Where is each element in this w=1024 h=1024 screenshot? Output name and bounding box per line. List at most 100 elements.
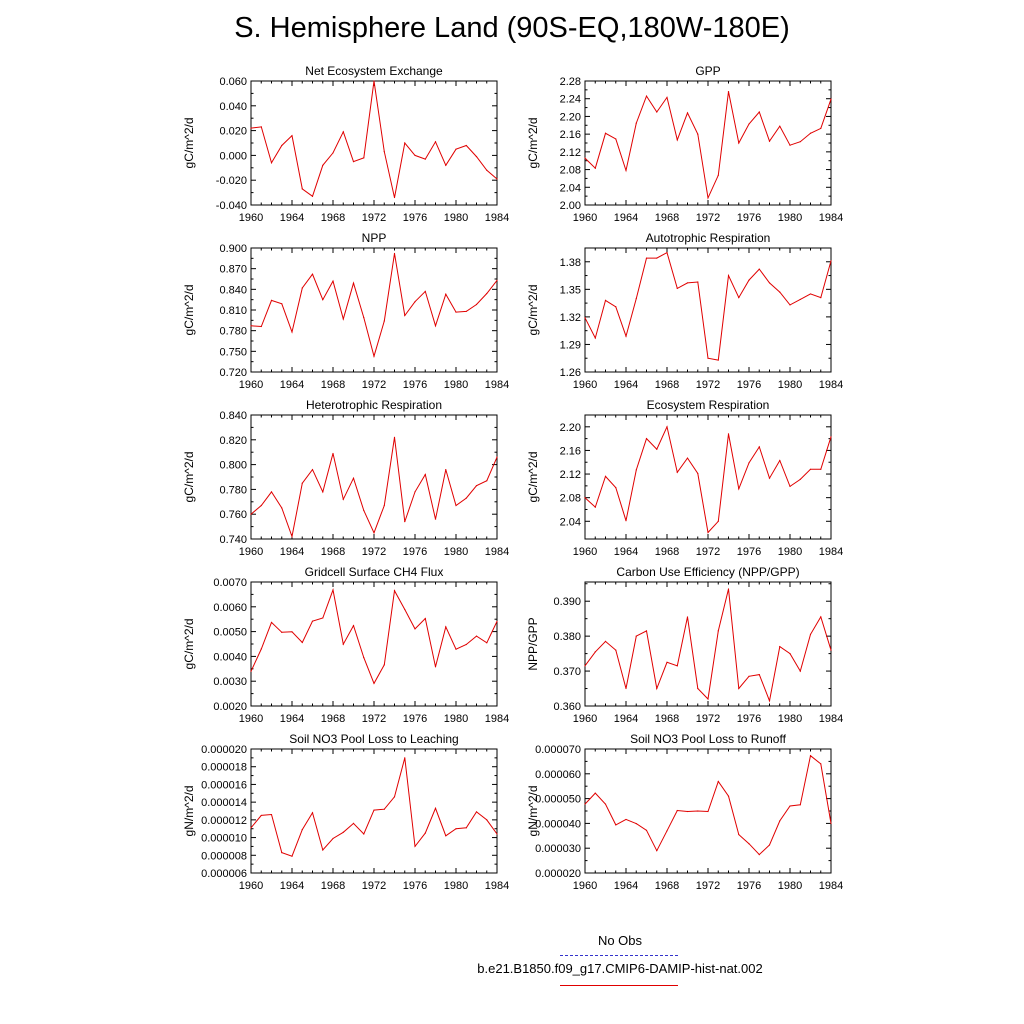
- panel-4-data-point: [758, 268, 760, 270]
- panel-6-data-point: [748, 462, 750, 464]
- panel-5-ytick-label: 0.840: [219, 410, 247, 422]
- panel-9-data-point: [270, 813, 273, 816]
- panel-6-data-point: [707, 531, 709, 534]
- panel-10-ytick-label: 0.000020: [535, 868, 581, 880]
- panel-8-data-point: [686, 616, 689, 618]
- panel-7-xtick-label: 1976: [403, 713, 427, 725]
- panel-10-ytick-label: 0.000060: [535, 769, 581, 781]
- panel-5-data-point: [281, 507, 283, 509]
- panel-7-title: Gridcell Surface CH4 Flux: [305, 565, 444, 579]
- panel-2-data-point: [748, 123, 750, 125]
- panel-1-data-point: [291, 134, 293, 137]
- panel-9-data-point: [311, 812, 314, 814]
- panel-9-data-point: [465, 827, 467, 829]
- page-title: S. Hemisphere Land (90S-EQ,180W-180E): [234, 12, 790, 44]
- panel-5-data-point: [301, 482, 303, 484]
- panel-3-data-point: [322, 299, 324, 301]
- panel-8-xtick-label: 1972: [696, 713, 720, 725]
- panel-6-ylabel: gC/m^2/d: [526, 452, 540, 503]
- panel-7-data-point: [404, 608, 406, 611]
- panel-9-data-point: [250, 827, 252, 829]
- panel-4-ytick-label: 1.29: [560, 339, 581, 351]
- panel-10-data-point: [707, 810, 709, 813]
- panel-8-data-point: [594, 651, 596, 653]
- panel-8-data-point: [820, 616, 822, 618]
- panel-4-ytick-label: 1.32: [560, 312, 581, 324]
- panel-9-xtick-label: 1972: [362, 880, 386, 892]
- panel-8-ylabel: NPP/GPP: [526, 617, 540, 670]
- panel-9-ytick-label: 0.000016: [201, 779, 247, 791]
- panel-4-data-point: [584, 317, 586, 319]
- panel-2-data-point: [697, 133, 699, 135]
- panel-4-data-point: [707, 357, 709, 359]
- panel-2-data-point: [666, 96, 668, 98]
- panel-8-ytick-label: 0.370: [553, 666, 581, 678]
- panel-3-data-point: [260, 325, 262, 328]
- panel-8-data-point: [748, 675, 750, 677]
- panel-6-data-point: [676, 471, 678, 473]
- panel-4-xtick-label: 1972: [696, 379, 720, 391]
- panel-5-xtick-label: 1968: [321, 546, 345, 558]
- panel-9-data-point: [455, 828, 457, 830]
- panel-3-data-point: [342, 318, 344, 320]
- panel-2-xtick-label: 1964: [614, 212, 638, 224]
- panel-1-data-point: [332, 152, 334, 154]
- panel-1-data-point: [250, 127, 252, 129]
- panel-3-data-point: [301, 287, 303, 289]
- panel-3-data-point: [455, 311, 457, 313]
- panel-4-data-point: [820, 297, 822, 299]
- panel-1-data-point: [475, 156, 478, 158]
- panel-2-data-point: [707, 197, 709, 199]
- panel-4-data-point: [645, 257, 648, 259]
- panel-3-data-point: [363, 316, 365, 319]
- panel-9-series-line: [250, 757, 498, 857]
- panel-9-data-point: [393, 796, 396, 798]
- panel-7-xtick-label: 1964: [280, 713, 304, 725]
- panel-4-series-line: [584, 251, 832, 361]
- panel-5-ylabel: gC/m^2/d: [182, 452, 196, 503]
- panel-1-data-point: [363, 157, 365, 159]
- panel-8-xtick-label: 1968: [655, 713, 679, 725]
- panel-3-xtick-label: 1984: [485, 379, 509, 391]
- panel-1-data-point: [393, 196, 396, 199]
- panel-3-xtick-label: 1968: [321, 379, 345, 391]
- panel-5-xtick-label: 1980: [444, 546, 468, 558]
- panel-8-data-point: [604, 640, 607, 642]
- panel-1-ytick-label: 0.040: [219, 101, 247, 113]
- panel-2-ytick-label: 2.00: [560, 200, 581, 212]
- panel-8-data-point: [799, 670, 801, 672]
- panel-1-xtick-label: 1976: [403, 212, 427, 224]
- panel-9-ytick-label: 0.000008: [201, 850, 247, 862]
- panel-8-data-point: [768, 700, 771, 702]
- panel-8-ytick-label: 0.390: [553, 596, 581, 608]
- panel-8-series-line: [584, 588, 832, 703]
- panel-6-data-point: [697, 472, 699, 475]
- panel-4-data-point: [604, 299, 607, 301]
- legend-obs-line: [560, 955, 678, 956]
- panel-9-data-point: [434, 807, 437, 809]
- panel-7-data-point: [281, 631, 283, 633]
- panel-8-data-point: [656, 687, 658, 690]
- panel-2-xtick-label: 1976: [737, 212, 761, 224]
- panel-2-xtick-label: 1968: [655, 212, 679, 224]
- panel-2-xtick-label: 1972: [696, 212, 720, 224]
- panel-1-ytick-label: 0.000: [219, 150, 247, 162]
- panel-10-data-point: [768, 844, 771, 846]
- panel-3-frame: [250, 247, 498, 373]
- panel-9-xtick-label: 1960: [239, 880, 263, 892]
- panel-9-title: Soil NO3 Pool Loss to Leaching: [289, 732, 458, 746]
- panel-1-data-point: [465, 144, 467, 147]
- panel-7-data-point: [496, 620, 498, 623]
- panel-10-data-point: [697, 810, 699, 812]
- panel-9-ytick-label: 0.000012: [201, 815, 247, 827]
- panel-10-xtick-label: 1976: [737, 880, 761, 892]
- panel-6-xtick-label: 1976: [737, 546, 761, 558]
- panel-10-data-point: [779, 820, 781, 822]
- panel-8-data-point: [758, 673, 760, 676]
- panel-10-series-line: [584, 754, 832, 856]
- panel-6-xtick-label: 1980: [778, 546, 802, 558]
- legend-model-line: [560, 985, 678, 986]
- panel-1-xtick-label: 1980: [444, 212, 468, 224]
- panel-2-data-point: [830, 98, 832, 100]
- panel-3-data-point: [445, 293, 447, 295]
